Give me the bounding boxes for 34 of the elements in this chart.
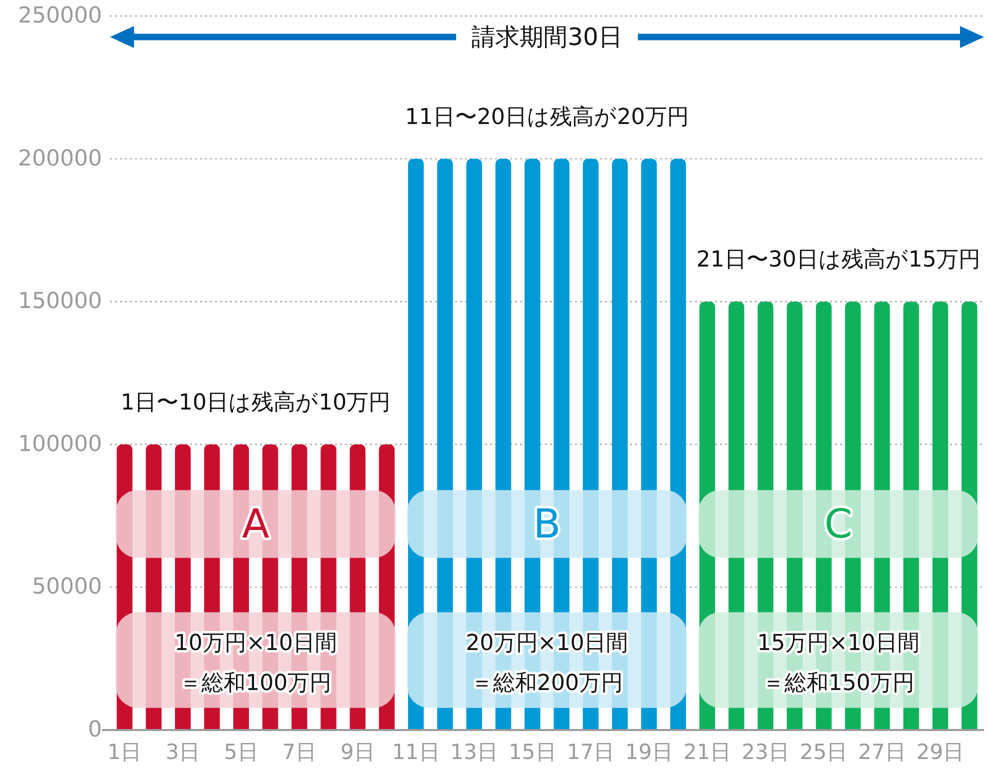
x-tick-label: 13日 [450,740,498,764]
x-tick-label: 1日 [107,740,142,764]
y-tick-label: 200000 [18,146,102,172]
x-tick-label: 5日 [224,740,258,764]
annotation: ＝総和150万円 [762,670,914,696]
x-tick-label: 15日 [508,740,556,764]
y-tick-label: 100000 [18,432,102,457]
x-tick-label: 27日 [858,740,906,764]
y-tick-label: 50000 [32,574,102,600]
x-tick-label: 7日 [282,740,317,764]
annotation: ＝総和100万円 [180,670,332,696]
annotation: 請求期間30日 [472,23,622,51]
series-label: A [242,501,270,548]
annotation: 20万円×10日間 [466,630,628,656]
x-tick-label: 23日 [742,740,790,764]
x-tick-label: 3日 [166,740,200,764]
y-tick-label: 250000 [18,4,102,28]
x-tick-label: 19日 [625,740,673,764]
y-tick-label: 0 [88,718,102,742]
x-tick-label: 9日 [340,740,375,764]
x-tick-label: 11日 [392,740,440,764]
series-label: B [533,501,561,548]
annotation: 15万円×10日間 [757,630,920,656]
x-tick-label: 29日 [916,740,964,764]
x-tick-label: 21日 [683,740,732,764]
annotation: 11日〜20日は残高が20万円 [405,104,689,130]
annotation: 10万円×10日間 [174,630,337,656]
x-tick-label: 25日 [800,740,848,764]
annotation: ＝総和200万円 [471,670,623,696]
annotation: 1日〜10日は残高が10万円 [120,390,391,415]
y-tick-label: 150000 [18,289,102,314]
series-label: C [824,501,852,548]
x-tick-label: 17日 [566,740,615,764]
annotation: 21日〜30日は残高が15万円 [696,247,980,272]
